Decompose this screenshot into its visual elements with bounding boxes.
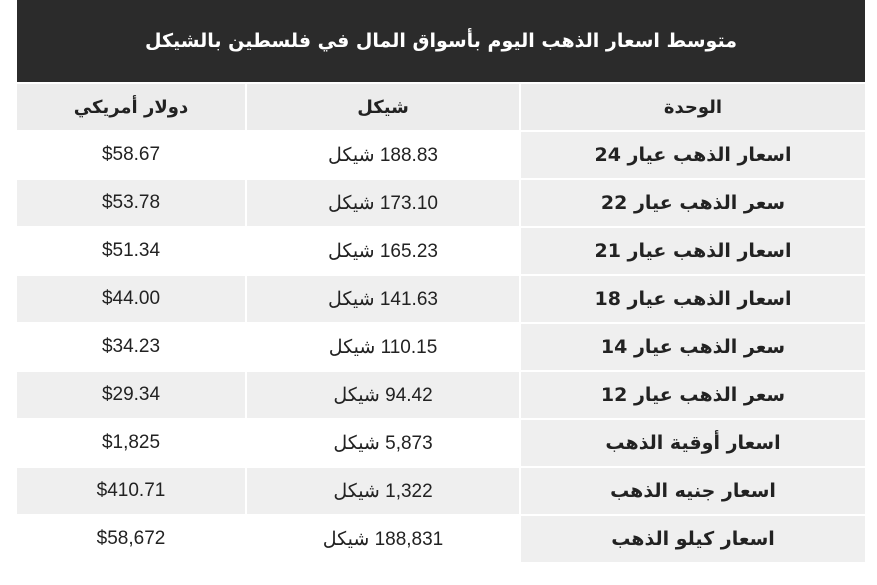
shekel-cell: 173.10 شيكل — [247, 180, 519, 226]
usd-cell: $53.78 — [17, 180, 245, 226]
unit-cell: سعر الذهب عيار 12 — [521, 372, 865, 418]
shekel-cell: 1,322 شيكل — [247, 468, 519, 514]
shekel-cell: 110.15 شيكل — [247, 324, 519, 370]
unit-cell: اسعار كيلو الذهب — [521, 516, 865, 562]
gold-price-table-container: متوسط اسعار الذهب اليوم بأسواق المال في … — [17, 0, 865, 564]
table-row: اسعار كيلو الذهب 188,831 شيكل $58,672 — [17, 516, 865, 562]
table-row: سعر الذهب عيار 12 94.42 شيكل $29.34 — [17, 372, 865, 418]
shekel-cell: 188,831 شيكل — [247, 516, 519, 562]
table-row: اسعار الذهب عيار 18 141.63 شيكل $44.00 — [17, 276, 865, 322]
table-title: متوسط اسعار الذهب اليوم بأسواق المال في … — [17, 0, 865, 82]
shekel-cell: 188.83 شيكل — [247, 132, 519, 178]
table-row: سعر الذهب عيار 14 110.15 شيكل $34.23 — [17, 324, 865, 370]
usd-cell: $44.00 — [17, 276, 245, 322]
unit-cell: سعر الذهب عيار 22 — [521, 180, 865, 226]
unit-cell: اسعار الذهب عيار 24 — [521, 132, 865, 178]
table-row: اسعار جنيه الذهب 1,322 شيكل $410.71 — [17, 468, 865, 514]
header-row: الوحدة شيكل دولار أمريكي — [17, 84, 865, 130]
header-usd: دولار أمريكي — [17, 84, 245, 130]
usd-cell: $51.34 — [17, 228, 245, 274]
usd-cell: $1,825 — [17, 420, 245, 466]
shekel-cell: 165.23 شيكل — [247, 228, 519, 274]
header-unit: الوحدة — [521, 84, 865, 130]
unit-cell: اسعار الذهب عيار 18 — [521, 276, 865, 322]
table-row: اسعار الذهب عيار 24 188.83 شيكل $58.67 — [17, 132, 865, 178]
shekel-cell: 141.63 شيكل — [247, 276, 519, 322]
unit-cell: اسعار جنيه الذهب — [521, 468, 865, 514]
table-row: اسعار الذهب عيار 21 165.23 شيكل $51.34 — [17, 228, 865, 274]
table-row: اسعار أوقية الذهب 5,873 شيكل $1,825 — [17, 420, 865, 466]
gold-price-table: الوحدة شيكل دولار أمريكي اسعار الذهب عيا… — [15, 82, 867, 564]
usd-cell: $58,672 — [17, 516, 245, 562]
shekel-cell: 94.42 شيكل — [247, 372, 519, 418]
usd-cell: $410.71 — [17, 468, 245, 514]
header-shekel: شيكل — [247, 84, 519, 130]
shekel-cell: 5,873 شيكل — [247, 420, 519, 466]
unit-cell: اسعار الذهب عيار 21 — [521, 228, 865, 274]
usd-cell: $29.34 — [17, 372, 245, 418]
table-row: سعر الذهب عيار 22 173.10 شيكل $53.78 — [17, 180, 865, 226]
unit-cell: اسعار أوقية الذهب — [521, 420, 865, 466]
unit-cell: سعر الذهب عيار 14 — [521, 324, 865, 370]
usd-cell: $58.67 — [17, 132, 245, 178]
usd-cell: $34.23 — [17, 324, 245, 370]
